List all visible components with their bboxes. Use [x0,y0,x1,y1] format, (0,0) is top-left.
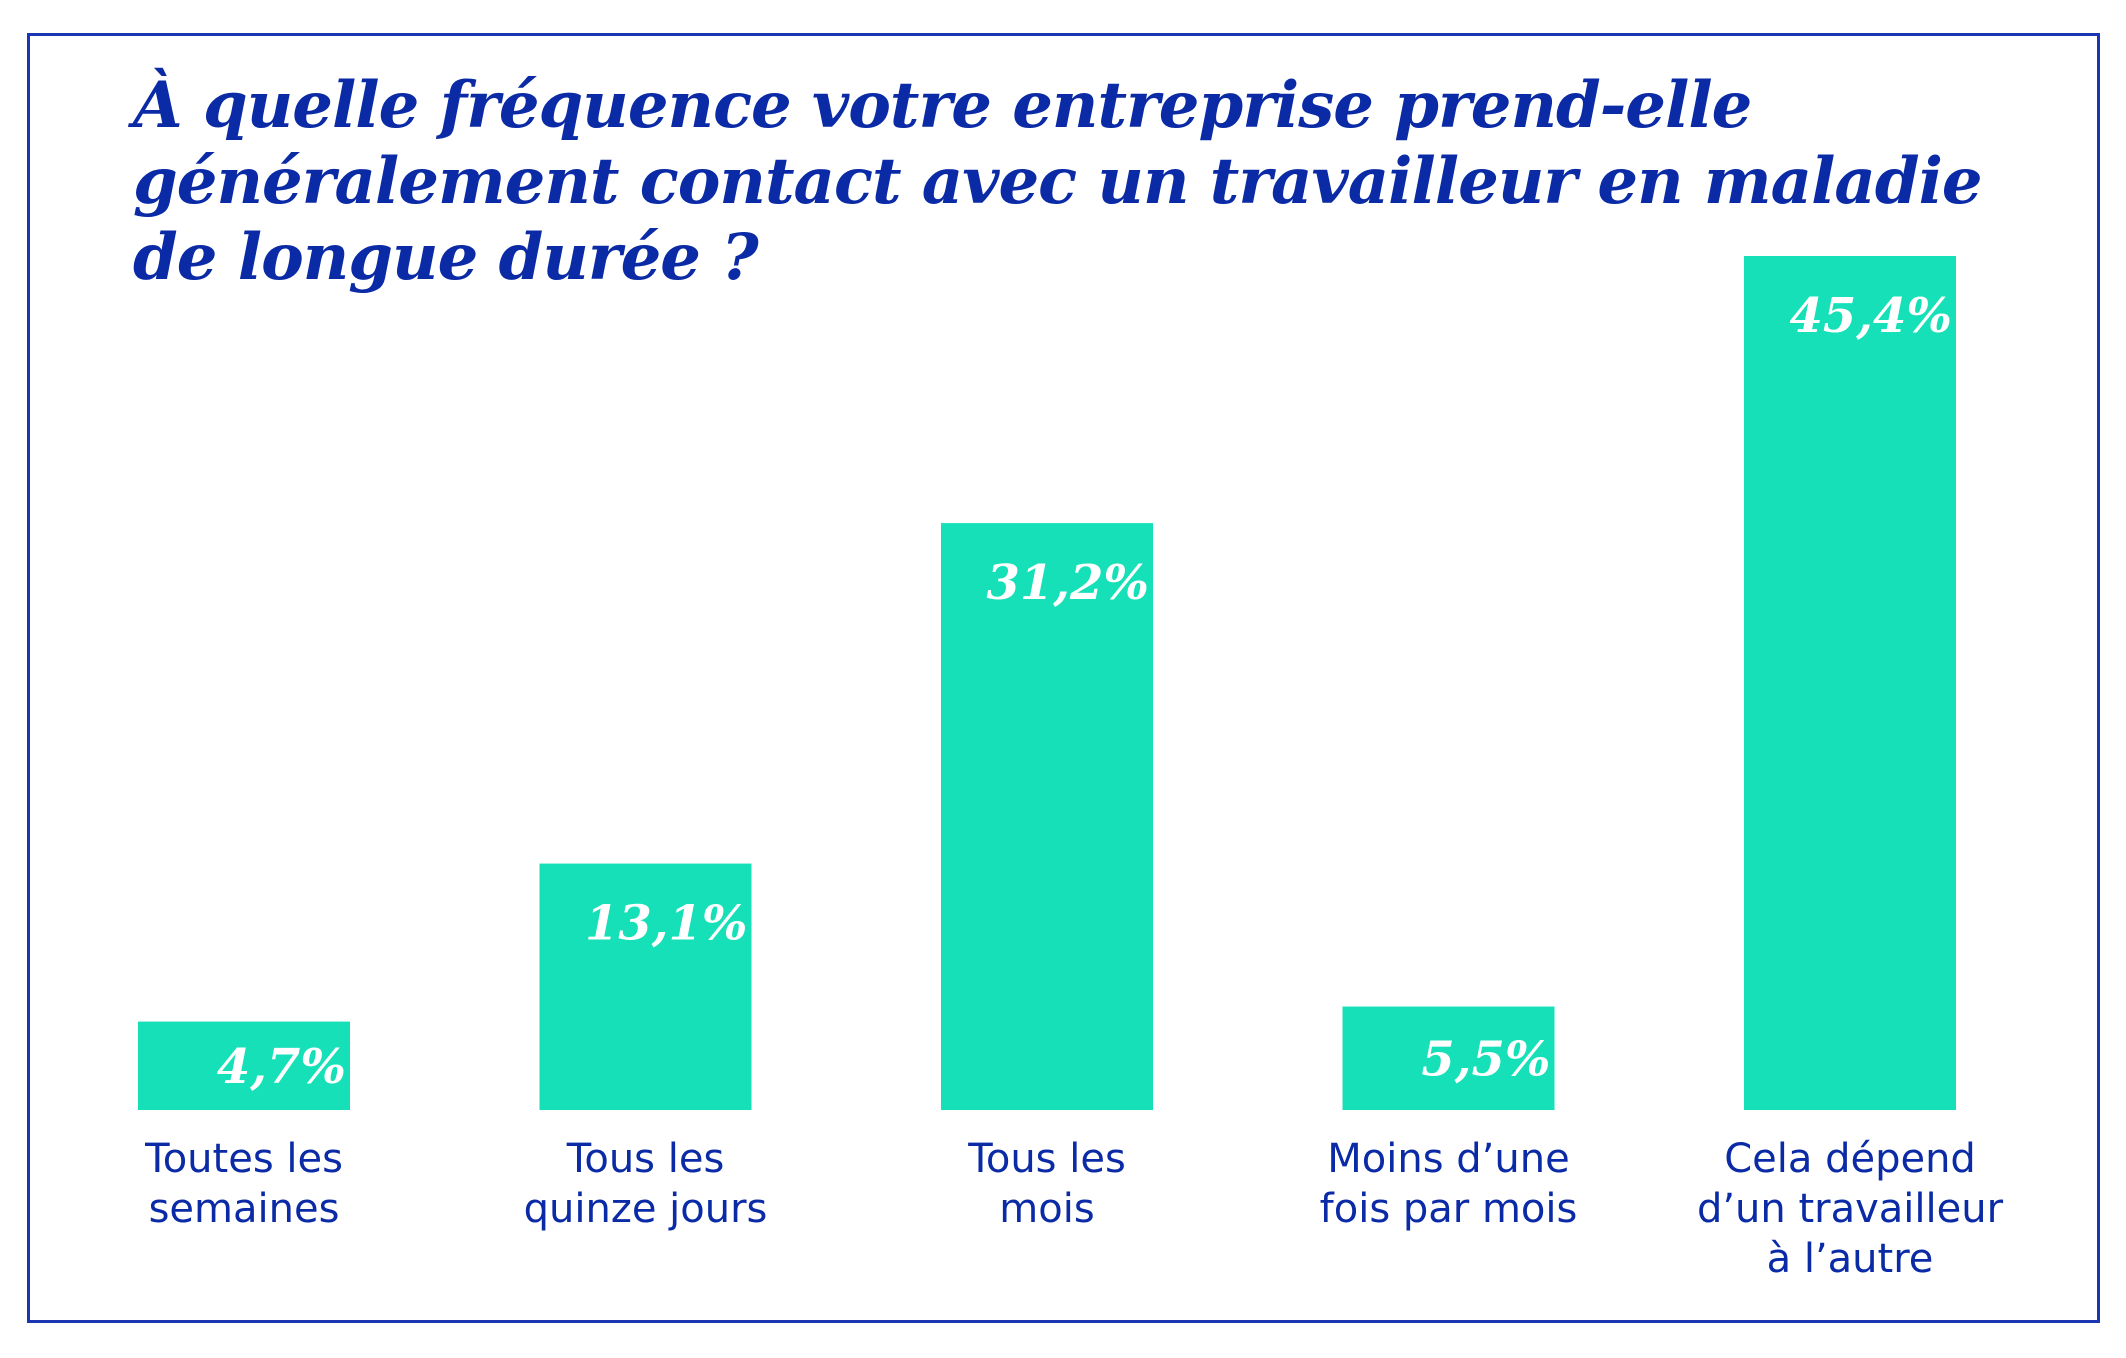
bar-value-label: 4,7% [217,1039,346,1095]
category-label: Toutes les semaines [144,1136,343,1232]
category-label-line: Cela dépend [1724,1136,1976,1182]
category-label-line: à l’autre [1767,1236,1934,1282]
category-label: Moins d’une fois par mois [1320,1136,1578,1232]
category-label: Tous les quinze jours [524,1136,768,1232]
bar-3 [941,523,1153,1110]
chart-title-line: de longue durée ? [133,220,759,295]
bar-value-label: 45,4% [1789,288,1952,344]
bar-5 [1744,256,1956,1110]
bar-2 [539,863,752,1110]
category-label-line: Toutes les [144,1136,343,1182]
category-label: Tous les mois [967,1136,1126,1232]
category-label-line: Tous les [566,1136,725,1182]
category-label-line: semaines [149,1186,340,1232]
bar-4 [1342,1006,1555,1110]
chart-title-line: généralement contact avec un travailleur… [133,144,1983,219]
chart-title-line: À quelle fréquence votre entreprise pren… [133,68,1752,143]
category-label-line: d’un travailleur [1697,1186,2004,1232]
chart-frame [27,33,2100,1323]
bar-value-label: 31,2% [986,555,1149,611]
category-label-line: mois [999,1186,1094,1232]
category-label-line: Tous les [967,1136,1126,1182]
bar-value-label: 5,5% [1421,1031,1550,1087]
category-label-line: fois par mois [1320,1186,1578,1232]
bar-1 [138,1021,350,1110]
category-label-line: Moins d’une [1327,1136,1569,1182]
bar-value-label: 13,1% [585,896,748,952]
chart-title: À quelle fréquence votre entreprise pren… [133,68,2033,296]
category-label-line: quinze jours [524,1186,768,1232]
category-label: Cela dépend d’un travailleur à l’autre [1697,1136,2004,1282]
